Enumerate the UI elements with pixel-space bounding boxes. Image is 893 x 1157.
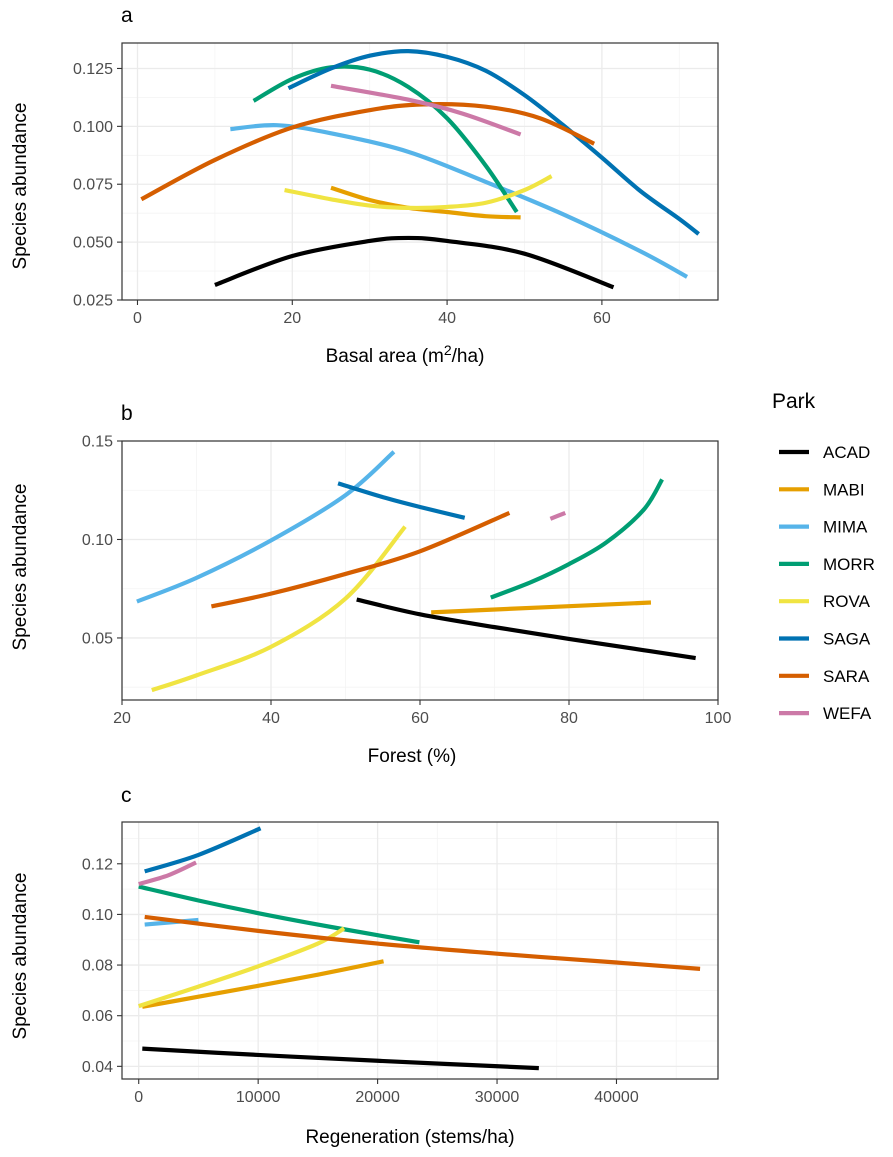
panel-b-ylabel: Species abundance xyxy=(10,484,31,651)
panel-a-line-sara xyxy=(140,102,596,202)
legend-label-sara: SARA xyxy=(823,667,870,686)
panel-b-x-tick-label: 100 xyxy=(705,710,732,727)
panel-a-border xyxy=(121,42,719,301)
panel-a: a 0 20 40 60 0.025 0.050 0.075 0.100 0.125 Basal… xyxy=(10,4,719,367)
legend-label-wefa: WEFA xyxy=(823,704,872,723)
panel-c-x-tick-label: 0 xyxy=(134,1089,143,1106)
panel-c-y-tick-label: 0.08 xyxy=(82,958,113,975)
panel-a-y-tick-label: 0.075 xyxy=(73,177,113,194)
legend: Park ACAD MABI MIMA MORR ROVA SAGA SARA WEFA xyxy=(772,390,875,723)
panel-a-y-tick-label: 0.025 xyxy=(73,293,113,310)
panel-c: c 0 10000 20000 30000 40000 0.04 0.06 0.08 0.10 0… xyxy=(10,784,719,1148)
panel-a-tag: a xyxy=(121,4,133,27)
panel-c-line-wefa xyxy=(138,860,197,887)
panel-b-y-tick-label: 0.05 xyxy=(82,630,113,647)
panel-c-y-tick-label: 0.10 xyxy=(82,907,113,924)
panel-b-line-mima xyxy=(136,450,396,604)
panel-a-y-tick-label: 0.100 xyxy=(73,119,113,136)
panel-c-y-tick-label: 0.12 xyxy=(82,856,113,873)
legend-title: Park xyxy=(772,390,816,413)
panel-a-xlabel: Basal area (m2/ha) xyxy=(326,342,485,367)
panel-b-x-tick-label: 60 xyxy=(411,710,429,727)
panel-c-tag: c xyxy=(121,784,132,807)
panel-a-y-tick-label: 0.050 xyxy=(73,235,113,252)
legend-label-mima: MIMA xyxy=(823,518,868,537)
legend-label-mabi: MABI xyxy=(823,480,865,499)
panel-b-line-morr xyxy=(490,478,664,600)
panel-c-xlabel: Regeneration (stems/ha) xyxy=(305,1127,514,1148)
panel-b-xlabel: Forest (%) xyxy=(368,746,457,767)
panel-c-border xyxy=(121,821,719,1080)
panel-b-x-tick-label: 80 xyxy=(560,710,578,727)
panel-a-x-tick-label: 0 xyxy=(133,310,142,327)
panel-c-ylabel: Species abundance xyxy=(10,873,31,1040)
panel-c-x-tick-label: 20000 xyxy=(355,1089,400,1106)
panel-a-line-wefa xyxy=(330,83,522,137)
panel-a-x-tick-label: 20 xyxy=(283,310,301,327)
panel-b-x-tick-label: 20 xyxy=(113,710,131,727)
panel-c-line-morr xyxy=(138,884,420,945)
panel-a-line-saga xyxy=(287,48,700,236)
panel-c-x-tick-label: 30000 xyxy=(475,1089,520,1106)
panel-a-ylabel: Species abundance xyxy=(10,103,31,270)
panel-a-x-tick-label: 60 xyxy=(593,310,611,327)
panel-b-line-acad xyxy=(356,597,696,661)
panel-b-y-tick-label: 0.15 xyxy=(82,434,113,451)
panel-b-y-tick-label: 0.10 xyxy=(82,532,113,549)
panel-b: b 20 40 60 80 100 0.05 0.10 0.15 Forest (%) Spe… xyxy=(10,402,731,767)
legend-label-saga: SAGA xyxy=(823,630,871,649)
panel-c-line-sara xyxy=(144,914,701,971)
panel-b-line-mabi xyxy=(431,600,652,615)
panel-b-line-wefa xyxy=(549,510,567,521)
panel-c-x-tick-label: 10000 xyxy=(236,1089,281,1106)
panel-a-line-morr xyxy=(252,64,519,214)
panel-b-line-rova xyxy=(151,525,407,693)
panel-c-line-acad xyxy=(142,1046,539,1071)
panel-a-line-acad xyxy=(214,235,615,290)
panel-a-line-mabi xyxy=(330,185,521,220)
panel-b-line-saga xyxy=(337,481,466,520)
panel-c-line-mabi xyxy=(141,959,384,1009)
panel-b-line-sara xyxy=(210,510,511,609)
panel-a-x-tick-label: 40 xyxy=(438,310,456,327)
panel-a-line-rova xyxy=(284,174,553,211)
panel-b-x-tick-label: 40 xyxy=(262,710,280,727)
panel-c-line-saga xyxy=(144,826,262,874)
legend-label-morr: MORR xyxy=(823,555,875,574)
panel-b-tag: b xyxy=(121,402,133,425)
panel-a-y-tick-label: 0.125 xyxy=(73,61,113,78)
legend-label-acad: ACAD xyxy=(823,443,870,462)
panel-c-y-tick-label: 0.04 xyxy=(82,1059,113,1076)
panel-c-x-tick-label: 40000 xyxy=(594,1089,639,1106)
panel-a-line-mima xyxy=(230,123,689,279)
legend-label-rova: ROVA xyxy=(823,592,871,611)
panel-c-y-tick-label: 0.06 xyxy=(82,1008,113,1025)
